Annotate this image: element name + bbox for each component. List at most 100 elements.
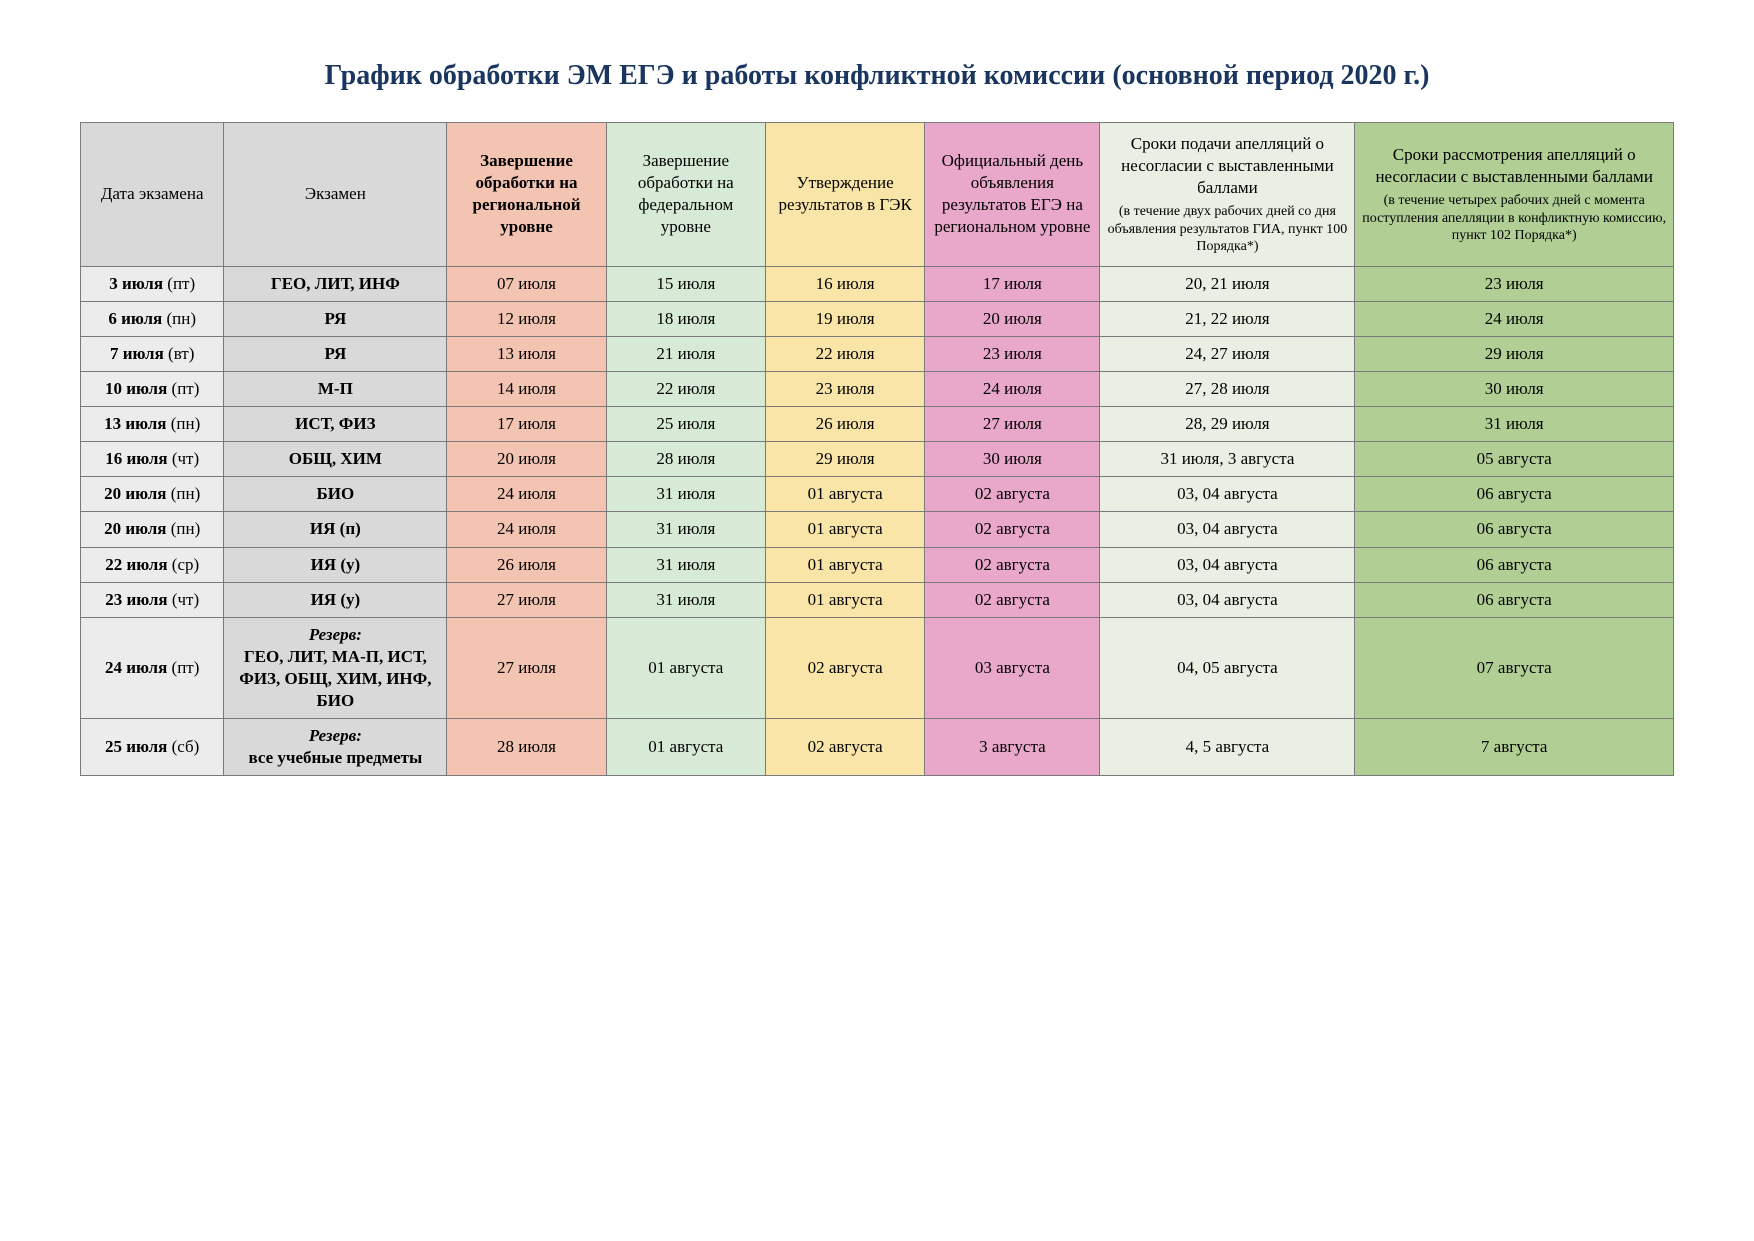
table-cell: 18 июля [606, 301, 765, 336]
table-cell: 02 августа [925, 547, 1100, 582]
exam-date: 24 июля (пт) [81, 617, 224, 718]
table-cell: 21 июля [606, 336, 765, 371]
table-cell: 31 июля [606, 512, 765, 547]
exam-label: РЯ [324, 309, 346, 328]
exam-date-bold: 10 июля [105, 379, 167, 398]
table-cell: 27 июля [447, 582, 606, 617]
exam-date-bold: 6 июля [108, 309, 162, 328]
exam-date: 20 июля (пн) [81, 477, 224, 512]
table-cell: 20, 21 июля [1100, 266, 1355, 301]
exam-date: 10 июля (пт) [81, 372, 224, 407]
exam-label: ИЯ (у) [311, 590, 361, 609]
column-header: Сроки подачи апелляций о несогласии с вы… [1100, 123, 1355, 267]
table-cell: 20 июля [447, 442, 606, 477]
table-cell: 06 августа [1355, 477, 1674, 512]
table-cell: 02 августа [925, 512, 1100, 547]
column-header-main: Экзамен [230, 183, 440, 205]
table-cell: 17 июля [447, 407, 606, 442]
exam-date-weekday: (чт) [168, 449, 200, 468]
exam-date: 7 июля (вт) [81, 336, 224, 371]
column-header-sub: (в течение двух рабочих дней со дня объя… [1106, 203, 1348, 256]
table-cell: 31 июля [606, 477, 765, 512]
exam-name: ИЯ (п) [224, 512, 447, 547]
table-cell: 30 июля [925, 442, 1100, 477]
table-cell: 3 августа [925, 719, 1100, 776]
exam-date-bold: 3 июля [109, 274, 163, 293]
table-cell: 06 августа [1355, 582, 1674, 617]
exam-date-weekday: (пн) [166, 414, 200, 433]
exam-date: 3 июля (пт) [81, 266, 224, 301]
table-cell: 02 августа [925, 582, 1100, 617]
table-cell: 7 августа [1355, 719, 1674, 776]
exam-date-weekday: (пн) [166, 519, 200, 538]
table-cell: 02 августа [765, 617, 924, 718]
table-row: 24 июля (пт)Резерв:ГЕО, ЛИТ, МА-П, ИСТ, … [81, 617, 1674, 718]
table-row: 13 июля (пн)ИСТ, ФИЗ17 июля25 июля26 июл… [81, 407, 1674, 442]
table-cell: 01 августа [606, 617, 765, 718]
exam-name: ИСТ, ФИЗ [224, 407, 447, 442]
schedule-table: Дата экзаменаЭкзаменЗавершение обработки… [80, 122, 1674, 776]
table-cell: 24, 27 июля [1100, 336, 1355, 371]
exam-date: 22 июля (ср) [81, 547, 224, 582]
table-cell: 31 июля [1355, 407, 1674, 442]
table-cell: 25 июля [606, 407, 765, 442]
table-cell: 07 августа [1355, 617, 1674, 718]
exam-date-weekday: (ср) [168, 555, 200, 574]
exam-date-bold: 16 июля [105, 449, 167, 468]
column-header: Официальный день объявления результатов … [925, 123, 1100, 267]
table-cell: 30 июля [1355, 372, 1674, 407]
table-cell: 20 июля [925, 301, 1100, 336]
table-cell: 29 июля [1355, 336, 1674, 371]
table-cell: 13 июля [447, 336, 606, 371]
exam-date-bold: 20 июля [104, 484, 166, 503]
table-cell: 27 июля [925, 407, 1100, 442]
table-cell: 02 августа [765, 719, 924, 776]
table-cell: 24 июля [925, 372, 1100, 407]
exam-reserve-body: все учебные предметы [232, 747, 438, 769]
column-header: Завершение обработки на федеральном уров… [606, 123, 765, 267]
table-row: 3 июля (пт)ГЕО, ЛИТ, ИНФ07 июля15 июля16… [81, 266, 1674, 301]
exam-date-weekday: (пт) [167, 658, 199, 677]
table-cell: 21, 22 июля [1100, 301, 1355, 336]
table-cell: 14 июля [447, 372, 606, 407]
table-row: 16 июля (чт)ОБЩ, ХИМ20 июля28 июля29 июл… [81, 442, 1674, 477]
exam-name: БИО [224, 477, 447, 512]
table-cell: 28 июля [447, 719, 606, 776]
table-cell: 03 августа [925, 617, 1100, 718]
table-cell: 28, 29 июля [1100, 407, 1355, 442]
exam-date: 20 июля (пн) [81, 512, 224, 547]
table-row: 6 июля (пн)РЯ12 июля18 июля19 июля20 июл… [81, 301, 1674, 336]
table-cell: 26 июля [447, 547, 606, 582]
table-row: 20 июля (пн)ИЯ (п)24 июля31 июля01 авгус… [81, 512, 1674, 547]
exam-name: РЯ [224, 336, 447, 371]
table-cell: 04, 05 августа [1100, 617, 1355, 718]
exam-name: РЯ [224, 301, 447, 336]
column-header-main: Завершение обработки на региональной уро… [453, 150, 599, 238]
exam-name: Резерв:ГЕО, ЛИТ, МА-П, ИСТ, ФИЗ, ОБЩ, ХИ… [224, 617, 447, 718]
exam-label: ОБЩ, ХИМ [289, 449, 382, 468]
exam-date-bold: 7 июля [110, 344, 164, 363]
exam-label: ИЯ (у) [311, 555, 361, 574]
exam-date: 23 июля (чт) [81, 582, 224, 617]
exam-date-bold: 25 июля [105, 737, 167, 756]
table-cell: 27 июля [447, 617, 606, 718]
exam-label: БИО [317, 484, 355, 503]
column-header: Экзамен [224, 123, 447, 267]
column-header-main: Сроки подачи апелляций о несогласии с вы… [1106, 133, 1348, 199]
table-cell: 28 июля [606, 442, 765, 477]
exam-label: РЯ [324, 344, 346, 363]
column-header-sub: (в течение четырех рабочих дней с момент… [1361, 192, 1667, 245]
table-cell: 03, 04 августа [1100, 547, 1355, 582]
table-cell: 24 июля [1355, 301, 1674, 336]
exam-date-weekday: (пт) [167, 379, 199, 398]
table-cell: 12 июля [447, 301, 606, 336]
table-cell: 24 июля [447, 477, 606, 512]
table-cell: 03, 04 августа [1100, 477, 1355, 512]
exam-date-weekday: (пт) [163, 274, 195, 293]
table-cell: 27, 28 июля [1100, 372, 1355, 407]
table-cell: 31 июля [606, 582, 765, 617]
table-cell: 03, 04 августа [1100, 582, 1355, 617]
table-cell: 23 июля [925, 336, 1100, 371]
table-cell: 01 августа [606, 719, 765, 776]
table-cell: 24 июля [447, 512, 606, 547]
